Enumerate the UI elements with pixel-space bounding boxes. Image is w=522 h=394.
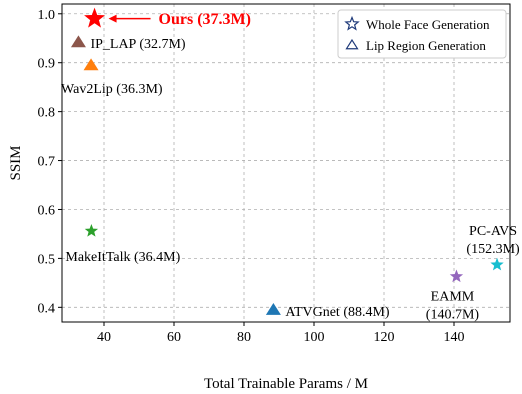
point-marker-star bbox=[449, 269, 464, 283]
data-points: Ours (37.3M) IP_LAP (32.7M) Wav2Lip (36.3M… bbox=[61, 7, 520, 323]
plot-frame bbox=[61, 3, 511, 323]
y-tick-label: 0.9 bbox=[38, 57, 56, 72]
legend-label-whole-face: Whole Face Generation bbox=[366, 17, 490, 32]
data-point: PC-AVS (152.3M) bbox=[466, 224, 520, 271]
point-marker-star bbox=[490, 257, 504, 271]
legend-label-lip-region: Lip Region Generation bbox=[366, 38, 486, 53]
grid bbox=[62, 4, 510, 322]
x-tick-label: 80 bbox=[237, 330, 251, 345]
y-tick-label: 0.5 bbox=[38, 252, 56, 267]
point-marker-triangle bbox=[70, 35, 86, 48]
y-tick-label: 0.8 bbox=[38, 106, 56, 121]
x-axis-label: Total Trainable Params / M bbox=[204, 376, 368, 392]
legend-box bbox=[337, 9, 507, 59]
y-tick-label: 1.0 bbox=[38, 8, 56, 23]
x-tick-label: 140 bbox=[444, 330, 465, 345]
legend-triangle-icon bbox=[345, 38, 359, 50]
point-label: Wav2Lip (36.3M) bbox=[61, 82, 163, 97]
point-marker-star bbox=[84, 7, 106, 28]
y-tick-label: 0.6 bbox=[38, 203, 56, 218]
y-axis-label: SSIM bbox=[8, 145, 24, 180]
x-tick-label: 60 bbox=[167, 330, 181, 345]
point-marker-triangle bbox=[83, 58, 99, 71]
point-marker-star bbox=[84, 224, 99, 237]
point-marker-triangle bbox=[265, 303, 281, 315]
data-point: MakeItTalk (36.4M) bbox=[65, 224, 181, 265]
data-point: EAMM (140.7M) bbox=[426, 269, 480, 323]
x-tick-label: 120 bbox=[374, 330, 395, 345]
y-tick-label: 0.4 bbox=[38, 301, 56, 316]
data-point: Wav2Lip (36.3M) bbox=[61, 58, 163, 97]
point-label: MakeItTalk (36.4M) bbox=[65, 250, 180, 265]
point-label: Ours (37.3M) bbox=[159, 11, 251, 28]
point-label: IP_LAP (32.7M) bbox=[90, 37, 185, 52]
x-tick-label: 100 bbox=[304, 330, 325, 345]
data-point: ATVGnet (88.4M) bbox=[265, 303, 390, 320]
y-tick-label: 0.7 bbox=[38, 155, 56, 170]
data-point: IP_LAP (32.7M) bbox=[70, 35, 186, 52]
point-label: PC-AVS (152.3M) bbox=[466, 224, 520, 257]
x-tick-label: 40 bbox=[97, 330, 111, 345]
point-label: EAMM (140.7M) bbox=[426, 290, 480, 323]
legend-star-icon bbox=[344, 15, 360, 31]
point-label: ATVGnet (88.4M) bbox=[285, 305, 390, 320]
legend: Whole Face Generation Lip Region Generat… bbox=[337, 9, 507, 59]
highlight-arrow-head bbox=[108, 14, 117, 23]
axis-ticks: 40 60 80 100 120 140 0.4 0.5 0.6 0.7 0.8 0.9 1.0 bbox=[38, 8, 465, 345]
data-point: Ours (37.3M) bbox=[84, 7, 251, 28]
